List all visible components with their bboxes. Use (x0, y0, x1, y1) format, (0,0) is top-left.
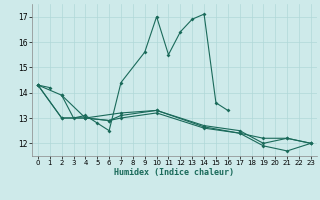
X-axis label: Humidex (Indice chaleur): Humidex (Indice chaleur) (115, 168, 234, 177)
